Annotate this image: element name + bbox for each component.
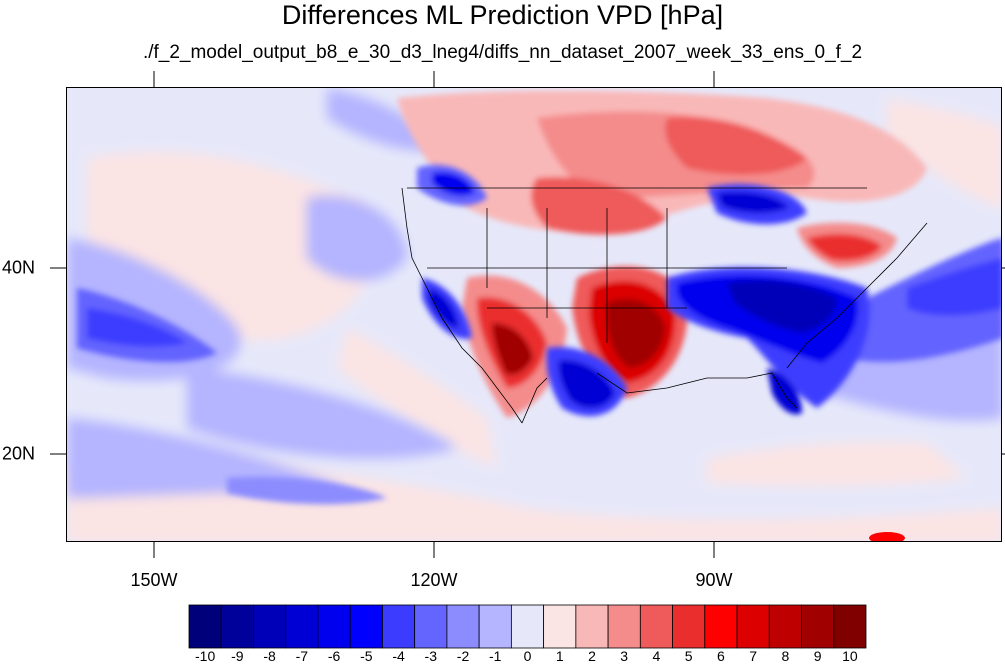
- colorbar-swatch: [478, 604, 512, 649]
- colorbar-swatch: [607, 604, 641, 649]
- medium-negative-regions: [77, 238, 1001, 505]
- lon-label-90w: 90W: [695, 570, 733, 590]
- colorbar-tick-label: 5: [684, 648, 693, 664]
- colorbar-tick-label: 1: [555, 648, 564, 664]
- colorbar-tick-label: -2: [456, 648, 470, 664]
- colorbar-tick-label: 3: [620, 648, 629, 664]
- colorbar-swatch: [543, 604, 577, 649]
- colorbar-swatch: [349, 604, 383, 649]
- lat-label-40n: 40N: [2, 257, 36, 278]
- colorbar-swatch: [188, 604, 222, 649]
- colorbar-tick-label: 4: [652, 648, 661, 664]
- northwest-negative-region: [417, 164, 487, 206]
- northern-positive-region: [397, 90, 927, 235]
- colorbar-swatch: [285, 604, 319, 649]
- colorbar-tick-label: 2: [588, 648, 596, 664]
- colorbar-swatch: [510, 604, 545, 649]
- colorbar-tick-label: 0: [523, 648, 532, 664]
- colorbar-swatch: [801, 604, 835, 649]
- colorbar-tick-label: -1: [489, 648, 502, 664]
- colorbar-tick-label: 9: [813, 648, 822, 664]
- vpd-difference-map: [66, 87, 1002, 542]
- colorbar-tick-label: -5: [360, 648, 373, 664]
- colorbar-tick-label: 6: [717, 648, 725, 664]
- colorbar-swatch: [414, 604, 448, 649]
- colorbar-swatch: [768, 604, 802, 649]
- west-coast-negative-region: [422, 278, 472, 339]
- map-canvas: [67, 88, 1001, 541]
- map-title: Differences ML Prediction VPD [hPa]: [281, 0, 724, 30]
- southwest-positive-region: [462, 275, 567, 418]
- colorbar-tick-label: -3: [424, 648, 438, 664]
- colorbar-tick-label: -4: [392, 648, 405, 664]
- colorbar-tick-label: -8: [263, 648, 276, 664]
- coastlines-and-borders: [401, 187, 928, 424]
- colorbar-tick-label: -10: [194, 648, 216, 664]
- great-lakes-negative-region: [707, 184, 807, 225]
- lat-label-20n: 20N: [2, 443, 36, 464]
- colorbar-tick-label: 7: [749, 648, 758, 664]
- colorbar-swatch: [253, 604, 287, 649]
- colorbar-swatch: [704, 604, 738, 649]
- southwest-plains-negative-region: [546, 347, 627, 417]
- lon-label-120w: 120W: [410, 570, 458, 590]
- colorbar-swatch: [672, 604, 706, 649]
- colorbar-tick-label: 8: [781, 648, 790, 664]
- colorbar-swatch: [382, 604, 416, 649]
- colorbar-tick-label: 10: [842, 648, 858, 664]
- colorbar-swatch: [833, 604, 867, 649]
- colorbar-swatch: [446, 604, 480, 649]
- colorbar-tick-label: -9: [231, 648, 244, 664]
- colorbar-swatch: [220, 604, 254, 649]
- lon-label-150w: 150W: [130, 570, 178, 590]
- colorbar-swatch: [317, 604, 351, 649]
- northeast-positive-region: [797, 222, 897, 268]
- colorbar-swatch: [639, 604, 673, 649]
- caribbean-positive-spot: [869, 532, 905, 541]
- colorbar-tick-label: -6: [327, 648, 341, 664]
- colorbar-tick-label: -7: [295, 648, 309, 664]
- southeast-negative-region: [667, 267, 870, 415]
- map-subtitle: ./f_2_model_output_b8_e_30_d3_lneg4/diff…: [142, 42, 863, 63]
- colorbar-swatch: [736, 604, 770, 649]
- colorbar-swatch: [575, 604, 609, 649]
